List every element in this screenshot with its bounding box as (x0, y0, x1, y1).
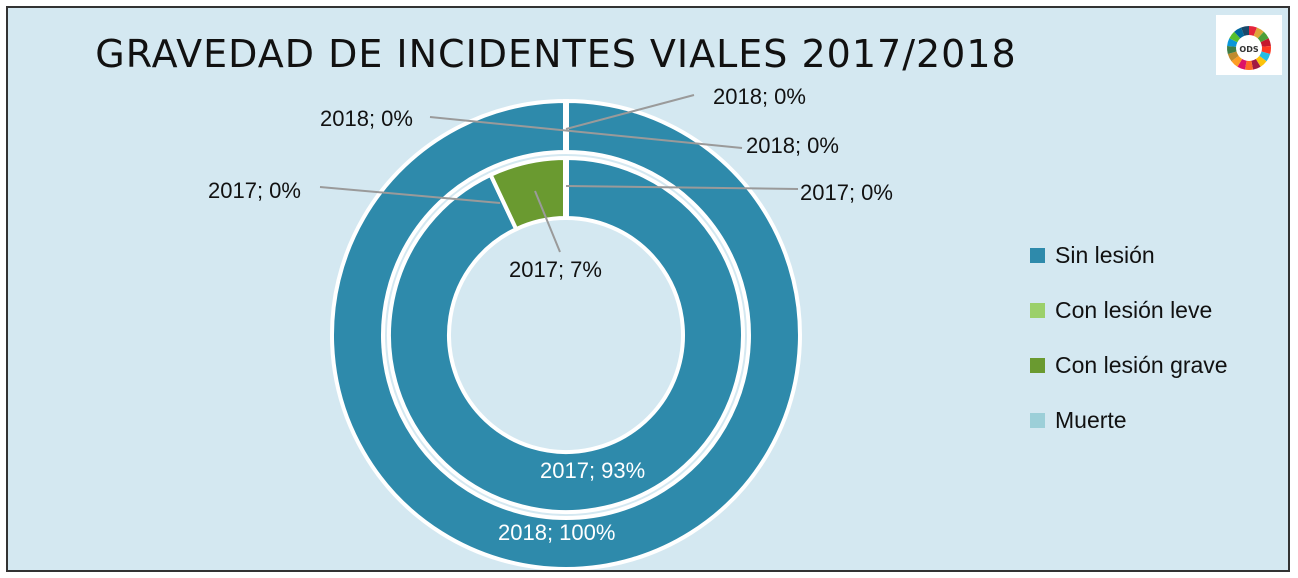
ods-wheel-segment (1231, 55, 1243, 67)
data-label: 2018; 100% (498, 520, 615, 545)
leader-line (319, 186, 501, 204)
leader-line (565, 94, 695, 130)
ods-badge: ODS (1239, 45, 1258, 54)
ods-wheel-segment (1261, 45, 1271, 55)
ods-wheel-segment (1227, 51, 1239, 62)
ods-wheel-segment (1249, 26, 1257, 36)
chart-area: GRAVEDAD DE INCIDENTES VIALES 2017/2018 … (6, 6, 1290, 572)
legend-swatch (1030, 303, 1045, 318)
donut-slice (329, 98, 802, 570)
ods-wheel-segment (1229, 31, 1241, 43)
leader-line (534, 190, 561, 253)
data-label: 2017; 0% (208, 178, 301, 203)
ods-wheel-segment (1253, 27, 1264, 39)
leader-line (565, 185, 799, 190)
data-label: 2018; 0% (746, 133, 839, 158)
ods-wheel-segment (1237, 59, 1247, 70)
ods-wheel-segment (1241, 26, 1249, 36)
ods-wheel-segment (1255, 55, 1267, 67)
legend-item: Sin lesión (1030, 228, 1228, 283)
data-labels: 2018; 0% 2018; 0% 2018; 0% 2017; 0% 2017; 0%… (208, 84, 893, 545)
chart-title: GRAVEDAD DE INCIDENTES VIALES 2017/2018 (95, 32, 1017, 76)
legend-item: Con lesión leve (1030, 283, 1228, 338)
ods-wheel-segment (1260, 38, 1271, 47)
legend-item: Muerte (1030, 393, 1228, 448)
data-label: 2018; 0% (320, 106, 413, 131)
legend-label: Con lesión grave (1055, 352, 1228, 378)
legend-item: Con lesión grave (1030, 338, 1228, 393)
data-label: 2017; 7% (509, 257, 602, 282)
legend-swatch (1030, 413, 1045, 428)
ods-wheel-segment (1227, 38, 1238, 47)
ods-wheel-segment (1234, 27, 1245, 39)
ods-wheel-segment (1259, 51, 1271, 62)
ods-logo: ODS (1216, 15, 1282, 75)
ods-wheel-icon: ODS (1227, 26, 1271, 70)
ods-wheel-segment (1251, 59, 1261, 70)
leader-lines (319, 94, 799, 253)
donut-rings (329, 98, 802, 570)
data-label: 2017; 93% (540, 458, 645, 483)
data-label: 2017; 0% (800, 180, 893, 205)
ods-wheel-segment (1257, 31, 1269, 43)
donut-chart: 2018; 0% 2018; 0% 2018; 0% 2017; 0% 2017; 0%… (208, 84, 893, 570)
legend-label: Con lesión leve (1055, 297, 1213, 323)
ods-wheel-segment (1244, 60, 1254, 70)
legend-label: Muerte (1055, 407, 1127, 433)
donut-slice (387, 155, 745, 514)
legend-label: Sin lesión (1055, 242, 1155, 268)
legend: Sin lesión Con lesión leve Con lesión gr… (1030, 228, 1228, 448)
leader-line (429, 116, 743, 149)
legend-swatch (1030, 358, 1045, 373)
legend-swatch (1030, 248, 1045, 263)
ods-wheel-segment (1227, 45, 1237, 55)
data-label: 2018; 0% (713, 84, 806, 109)
